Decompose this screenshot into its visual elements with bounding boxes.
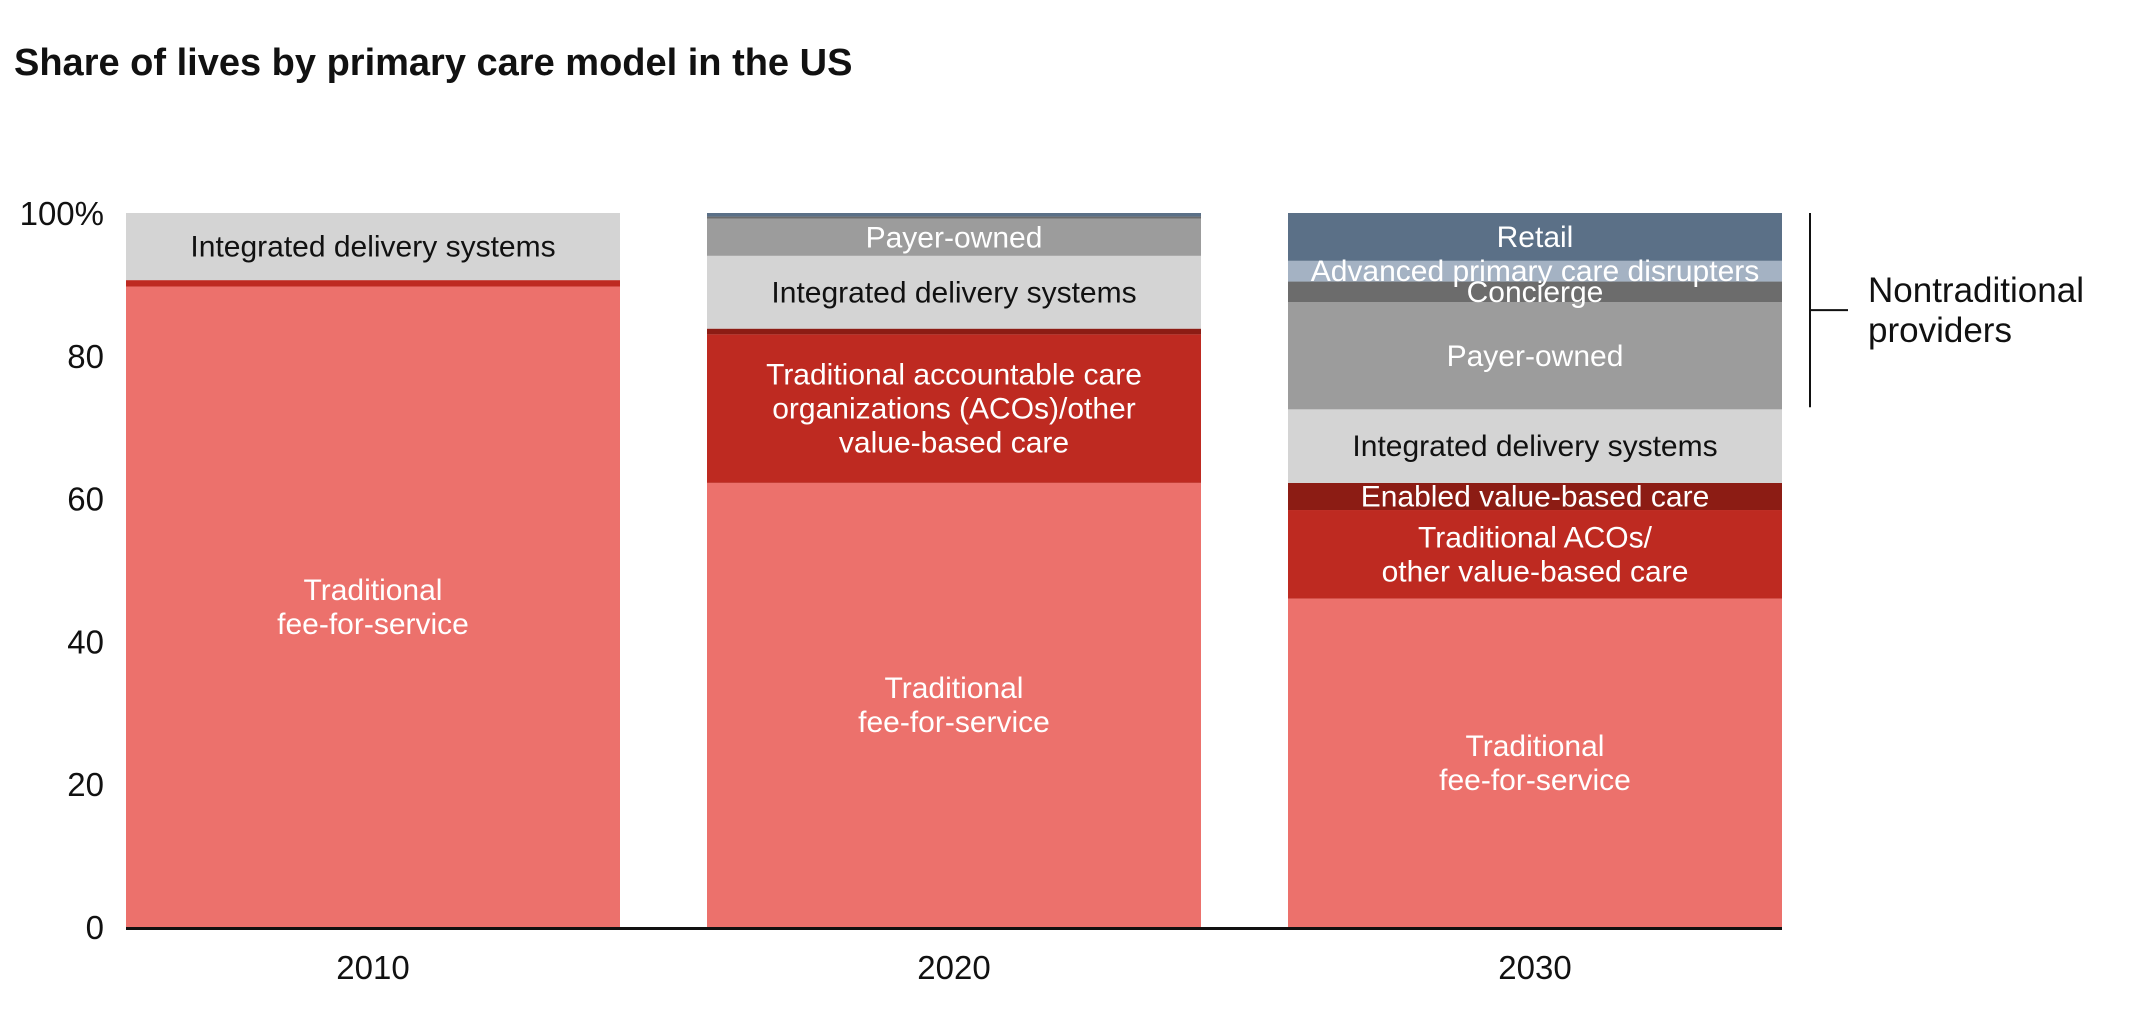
bar-segment [707,255,1201,329]
segment-label: Advanced primary care disrupters [1311,255,1760,288]
y-tick-label: 60 [67,481,104,518]
x-tick-label: 2010 [336,949,409,986]
segment-label: Integrated delivery systems [190,231,555,264]
bar-segment [126,286,620,927]
y-tick-label: 0 [86,909,104,946]
segment-label: Traditional fee-for-service [858,672,1050,739]
segment-labels: Traditional fee-for-service Integrated del… [190,221,1759,797]
segment-label: Enabled value-based care [1361,480,1710,513]
bar-segment [1288,482,1782,511]
segment-label: Integrated delivery systems [1352,430,1717,463]
chart-title: Share of lives by primary care model in … [14,42,853,84]
y-tick-label: 100% [20,195,104,232]
bar-segment [1288,213,1782,261]
bar-segment [1288,510,1782,599]
annotations: Nontraditional providers [1809,213,2084,408]
bar-segment [707,328,1201,335]
bar-segment [707,218,1201,256]
segment-label: Payer-owned [1447,340,1624,373]
segment-label: Integrated delivery systems [771,276,1136,309]
bar-segment [126,280,620,287]
x-tick-label: 2030 [1498,949,1571,986]
bar-segment [1288,281,1782,303]
annotation-label: Nontraditional providers [1868,271,2084,350]
segment-label: Traditional ACOs/other value-based care [1382,521,1689,588]
bar-segment [1288,598,1782,927]
bar-segment [1288,302,1782,410]
bar-segment [126,213,620,281]
y-tick-label: 20 [67,766,104,803]
bar-segment [1288,260,1782,282]
bar-segment [707,216,1201,219]
x-tick-label: 2020 [917,949,990,986]
segment-label: Concierge [1467,276,1604,309]
y-axis: 0 20 40 60 80 100% [20,195,104,946]
segment-label: Retail [1497,221,1574,254]
segment-label: Traditional fee-for-service [277,574,469,641]
y-tick-label: 40 [67,623,104,660]
x-axis: 2010 2020 2030 [126,927,1782,986]
bar-segment [707,334,1201,483]
segment-label: Payer-owned [866,221,1043,254]
bar-segment [1288,409,1782,483]
segment-label: Traditional accountable care organization… [766,359,1142,460]
y-tick-label: 80 [67,338,104,375]
segment-label: Traditional fee-for-service [1439,730,1631,797]
bar-segment [707,482,1201,927]
bars [126,213,1782,927]
bar-segment [707,213,1201,217]
